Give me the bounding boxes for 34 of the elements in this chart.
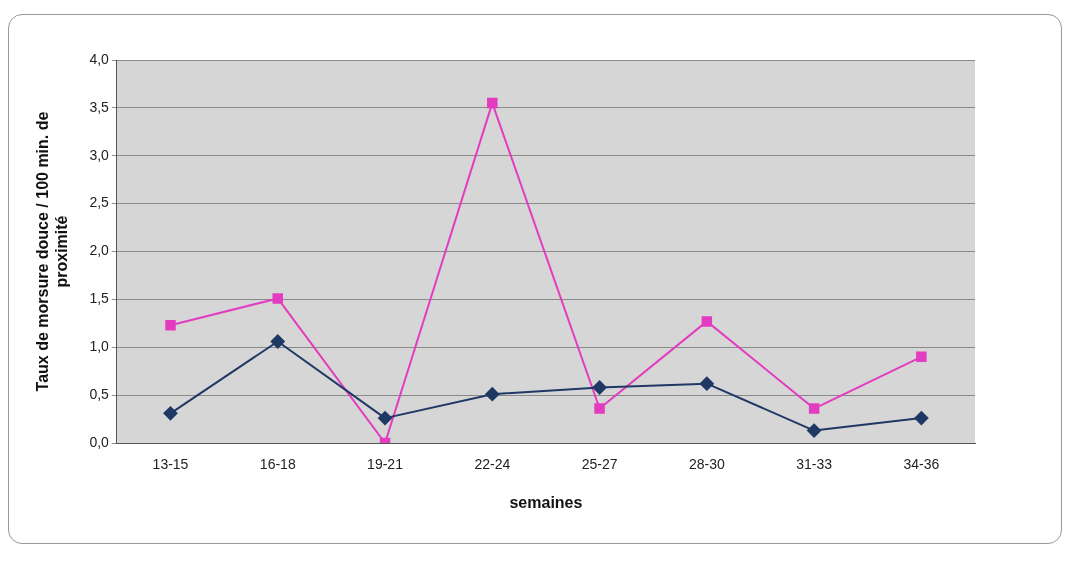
point xyxy=(592,380,607,395)
x-tick-label: 34-36 xyxy=(903,456,940,473)
y-tick-label: 3,0 xyxy=(89,146,110,163)
point xyxy=(272,293,284,304)
y-tick-label: 2,0 xyxy=(89,242,110,259)
x-tick-label: 25-27 xyxy=(581,456,618,473)
y-tick-label: 0,5 xyxy=(89,385,110,402)
y-tick-label: 3,5 xyxy=(89,98,110,115)
point xyxy=(594,403,605,414)
x-tick-label: 16-18 xyxy=(259,456,296,473)
y-tick-label: 4,0 xyxy=(89,50,110,67)
y-tick-label: 1,5 xyxy=(89,290,110,307)
x-tick-label: 31-33 xyxy=(796,456,833,473)
y-tick-label: 2,5 xyxy=(89,194,110,211)
point xyxy=(487,97,498,109)
point xyxy=(485,387,500,402)
point xyxy=(163,406,178,421)
x-tick-label: 19-21 xyxy=(367,456,404,473)
point xyxy=(808,403,820,414)
point xyxy=(165,319,176,331)
x-tick-label: 22-24 xyxy=(474,456,511,473)
x-tick-label: 13-15 xyxy=(152,456,189,473)
point xyxy=(378,411,393,426)
y-tick-label: 0,0 xyxy=(89,433,110,450)
point xyxy=(701,316,713,327)
point xyxy=(270,334,285,349)
point xyxy=(914,411,929,426)
y-axis-title: Taux de morsure douce / 100 min. de proximité xyxy=(34,111,71,392)
y-tick-label: 1,0 xyxy=(89,338,110,355)
x-axis-title: semaines xyxy=(509,493,583,511)
point xyxy=(699,376,714,391)
point xyxy=(916,351,927,363)
point xyxy=(807,423,822,438)
x-tick-label: 28-30 xyxy=(688,456,725,473)
